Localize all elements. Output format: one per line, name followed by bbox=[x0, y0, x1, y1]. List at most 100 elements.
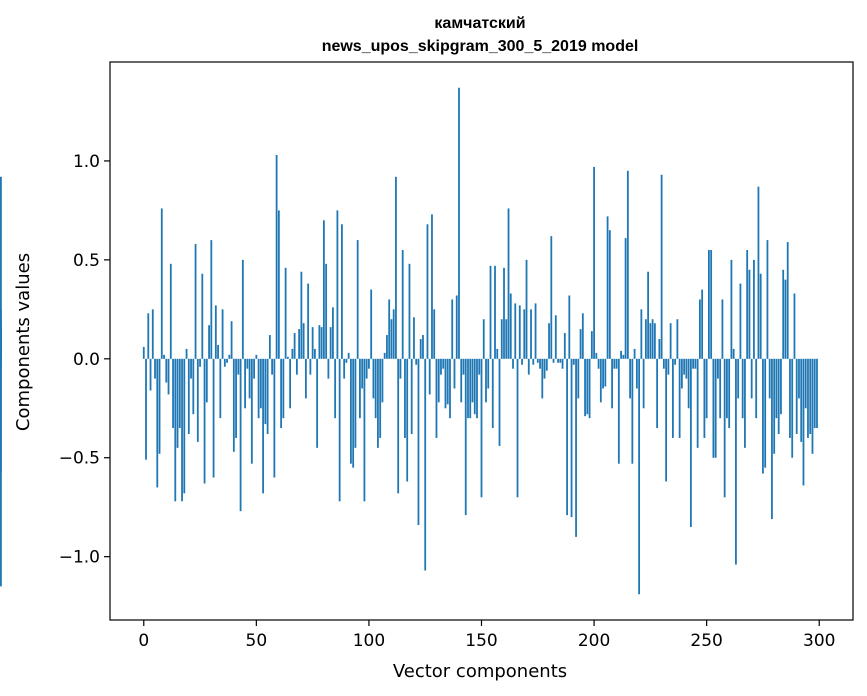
bar-35 bbox=[221, 309, 224, 359]
bar-97 bbox=[361, 358, 364, 389]
bar-231 bbox=[662, 358, 665, 369]
bar-32 bbox=[214, 305, 217, 359]
bar-204 bbox=[602, 358, 604, 389]
bar-59 bbox=[275, 155, 278, 359]
bar-10 bbox=[165, 358, 168, 383]
bar-129 bbox=[433, 309, 436, 359]
bar-84 bbox=[332, 307, 334, 359]
bar-172 bbox=[530, 309, 532, 359]
bar-140 bbox=[458, 87, 460, 359]
bar-18 bbox=[183, 358, 186, 494]
bar-198 bbox=[588, 358, 591, 419]
bar-undefined bbox=[0, 358, 2, 587]
bar-65 bbox=[289, 358, 292, 409]
bar-108 bbox=[386, 335, 388, 359]
bar-286 bbox=[786, 242, 789, 359]
bar-23 bbox=[194, 244, 197, 359]
y-axis-label: Components values bbox=[13, 253, 34, 431]
y-tick-label: −1.0 bbox=[59, 548, 100, 568]
bar-280 bbox=[773, 358, 776, 454]
bar-230 bbox=[660, 174, 663, 359]
bar-134 bbox=[444, 358, 447, 409]
bar-81 bbox=[325, 263, 328, 359]
bar-212 bbox=[620, 350, 622, 359]
bar-177 bbox=[541, 358, 544, 399]
bar-181 bbox=[550, 236, 553, 359]
bar-247 bbox=[699, 299, 701, 359]
y-tick-label: 0.0 bbox=[73, 350, 100, 370]
bar-110 bbox=[390, 319, 393, 359]
bar-288 bbox=[791, 358, 794, 458]
bar-218 bbox=[633, 348, 636, 359]
bar-6 bbox=[156, 358, 159, 488]
bar-256 bbox=[719, 358, 722, 419]
y-axis-ticks: −1.0 −0.5 0.0 0.5 1.0 bbox=[59, 152, 110, 568]
bar-25 bbox=[199, 358, 201, 367]
bar-259 bbox=[726, 358, 728, 419]
bar-238 bbox=[678, 358, 681, 438]
bar-184 bbox=[557, 358, 559, 363]
bar-112 bbox=[395, 176, 397, 359]
bar-4 bbox=[151, 309, 154, 359]
bar-152 bbox=[485, 358, 487, 403]
bar-217 bbox=[631, 358, 634, 464]
bar-239 bbox=[680, 358, 683, 389]
bar-189 bbox=[568, 295, 571, 359]
bar-145 bbox=[469, 358, 472, 419]
bar-185 bbox=[559, 358, 562, 363]
bar-88 bbox=[341, 224, 343, 359]
bar-26 bbox=[201, 273, 204, 359]
bar-24 bbox=[196, 358, 199, 442]
bar-115 bbox=[401, 249, 404, 359]
bar-126 bbox=[426, 224, 429, 359]
x-tick-label: 300 bbox=[803, 631, 835, 651]
bar-46 bbox=[246, 358, 249, 369]
chart-title: камчатский bbox=[434, 15, 525, 32]
bar-141 bbox=[460, 358, 463, 403]
bar-214 bbox=[624, 238, 627, 359]
bar-144 bbox=[467, 358, 469, 419]
bar-103 bbox=[374, 358, 377, 419]
bar-209 bbox=[613, 358, 616, 369]
bar-undefined bbox=[0, 176, 2, 359]
y-tick-label: −0.5 bbox=[59, 449, 100, 469]
bar-49 bbox=[253, 358, 255, 379]
bar-180 bbox=[548, 323, 550, 359]
bar-262 bbox=[732, 348, 735, 359]
bar-200 bbox=[593, 166, 595, 359]
bar-83 bbox=[329, 327, 332, 359]
bar-227 bbox=[653, 323, 656, 359]
bar-258 bbox=[723, 358, 726, 498]
bar-179 bbox=[545, 358, 548, 371]
bar-55 bbox=[266, 358, 269, 434]
bar-54 bbox=[264, 358, 267, 425]
bar-216 bbox=[629, 358, 631, 399]
bar-190 bbox=[570, 358, 573, 518]
bar-12 bbox=[169, 263, 172, 359]
bar-98 bbox=[363, 358, 366, 502]
bar-261 bbox=[730, 259, 733, 359]
bar-186 bbox=[561, 358, 564, 369]
bar-263 bbox=[735, 358, 737, 565]
x-tick-label: 250 bbox=[690, 631, 722, 651]
bar-89 bbox=[343, 358, 346, 379]
bar-163 bbox=[509, 293, 512, 359]
bar-169 bbox=[523, 309, 526, 359]
bar-99 bbox=[365, 358, 368, 379]
bar-151 bbox=[482, 319, 485, 359]
bar-48 bbox=[250, 358, 253, 464]
bar-104 bbox=[377, 358, 379, 448]
bar-72 bbox=[304, 358, 307, 399]
bar-194 bbox=[579, 329, 582, 359]
bar-277 bbox=[766, 240, 769, 359]
bar-43 bbox=[239, 358, 242, 512]
bar-293 bbox=[802, 358, 805, 486]
bar-85 bbox=[334, 358, 337, 419]
bar-67 bbox=[293, 333, 296, 359]
bar-165 bbox=[514, 303, 517, 359]
bar-122 bbox=[417, 358, 420, 526]
bar-196 bbox=[584, 358, 586, 417]
bar-158 bbox=[498, 358, 501, 446]
bar-274 bbox=[759, 273, 762, 359]
bar-168 bbox=[521, 358, 523, 365]
